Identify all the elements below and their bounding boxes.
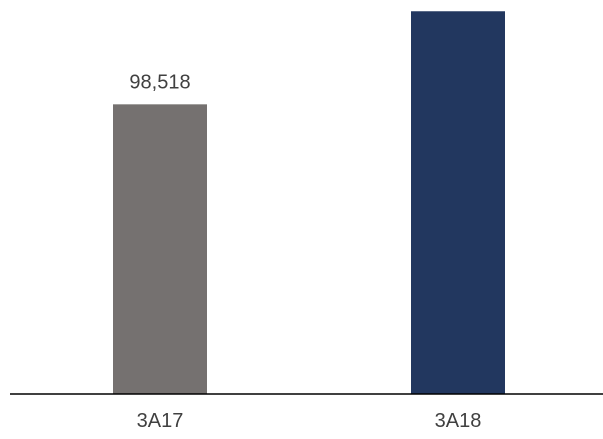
value-label-3a17: 98,518 bbox=[129, 71, 190, 93]
bar-3a17 bbox=[113, 104, 207, 395]
labels-group: 98,5183A17130,1713A18 bbox=[129, 0, 494, 432]
bar-3a18 bbox=[411, 11, 505, 395]
x-tick-label-3a17: 3A17 bbox=[137, 410, 184, 432]
x-tick-label-3a18: 3A18 bbox=[435, 410, 482, 432]
bars-group bbox=[113, 11, 505, 395]
